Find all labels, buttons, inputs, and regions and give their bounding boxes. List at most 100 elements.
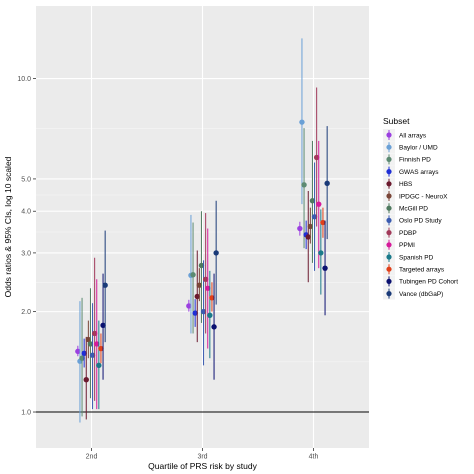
legend-label: Tubingen PD Cohort — [399, 279, 458, 286]
data-point — [89, 352, 96, 358]
data-point — [313, 154, 320, 161]
legend-key — [383, 238, 395, 251]
y-tick-label: 3.0 — [21, 250, 31, 257]
x-axis: 2nd 3rd 4th — [86, 448, 319, 461]
legend-label: Spanish PD — [399, 254, 434, 261]
data-point — [198, 262, 205, 269]
series-ipdgc-neurox — [85, 207, 314, 359]
data-point — [85, 336, 92, 343]
data-point — [75, 348, 81, 355]
legend-label: GWAS arrays — [399, 169, 439, 176]
legend-key — [383, 190, 395, 202]
data-point — [311, 214, 318, 220]
x-tick-label: 3rd — [197, 454, 207, 461]
data-point — [200, 308, 207, 315]
legend-key-point — [386, 169, 392, 175]
series-vance-dbgap- — [102, 126, 330, 343]
series-hbs — [83, 190, 311, 420]
legend-label: PPMI — [399, 242, 415, 249]
data-point — [316, 201, 322, 207]
data-point — [98, 345, 104, 352]
legend-label: All arrays — [399, 132, 427, 139]
legend-key-point — [386, 181, 392, 187]
legend-key-point — [386, 144, 392, 150]
legend-key-point — [386, 242, 392, 248]
data-point — [297, 225, 303, 232]
x-tick-label: 4th — [309, 454, 319, 461]
legend-key — [383, 214, 395, 227]
series-tubingen-pd-cohort — [100, 220, 328, 380]
data-marks — [75, 38, 330, 423]
data-point — [301, 182, 307, 188]
legend-key — [383, 287, 395, 300]
y-axis: 1.0 2.0 3.0 4.0 5.0 10.0 — [17, 76, 36, 417]
series-all-arrays — [75, 221, 303, 357]
data-point — [190, 272, 196, 278]
data-point — [318, 250, 324, 256]
series-gwas-arrays — [81, 220, 309, 368]
legend-key-point — [386, 156, 392, 162]
legend-label: McGill PD — [399, 206, 428, 213]
legend-key-point — [386, 217, 392, 223]
data-point — [96, 362, 102, 369]
legend-key — [383, 141, 395, 154]
data-point — [305, 234, 311, 240]
x-tick-label: 2nd — [86, 454, 98, 461]
legend-key — [383, 129, 395, 141]
data-point — [309, 198, 316, 204]
legend-key-point — [386, 193, 392, 199]
y-tick-label: 1.0 — [21, 410, 31, 417]
legend-key — [383, 202, 395, 215]
y-tick-label: 5.0 — [21, 176, 31, 183]
legend-key — [383, 275, 395, 288]
legend-key — [383, 251, 395, 263]
legend-key — [383, 263, 395, 276]
legend-label: Baylor / UMD — [399, 145, 438, 152]
data-point — [192, 310, 198, 316]
data-point — [102, 282, 108, 288]
y-tick-label: 10.0 — [17, 76, 31, 83]
legend-title: Subset — [383, 116, 410, 126]
series-targeted-arrays — [98, 207, 326, 364]
legend-label: PDBP — [399, 230, 417, 237]
data-point — [100, 322, 106, 328]
data-point — [186, 303, 192, 309]
legend-label: IPDGC - NeuroX — [399, 193, 448, 200]
data-point — [196, 282, 203, 288]
data-point — [83, 376, 89, 383]
legend-key-point — [386, 266, 392, 272]
legend-key-point — [386, 291, 392, 297]
legend-label: Targeted arrays — [399, 267, 445, 274]
data-point — [81, 350, 87, 356]
legend-label: HBS — [399, 181, 413, 188]
legend-key — [383, 153, 395, 166]
data-point — [205, 285, 211, 291]
y-tick-label: 4.0 — [21, 209, 31, 216]
data-point — [202, 276, 209, 283]
data-point — [91, 330, 98, 337]
data-point — [322, 265, 328, 271]
legend-key-point — [386, 205, 392, 211]
legend-key-point — [386, 254, 392, 260]
series-ppmi — [94, 140, 322, 410]
data-point — [207, 312, 213, 318]
data-point — [94, 341, 100, 347]
legend-label: Oslo PD Study — [399, 218, 442, 225]
data-point — [213, 250, 219, 256]
legend-key-point — [386, 230, 392, 236]
legend: Subset All arrays Baylor / UMD Finnish PD G… — [383, 116, 458, 300]
data-point — [320, 219, 326, 226]
data-point — [299, 119, 305, 125]
legend-label: Vance (dbGaP) — [399, 291, 443, 298]
series-finnish-pd — [79, 128, 307, 417]
data-point — [209, 295, 215, 301]
legend-key — [383, 177, 395, 190]
legend-key-point — [386, 278, 392, 284]
data-point — [79, 355, 85, 361]
series-mcgill-pd — [87, 140, 316, 399]
data-point — [307, 223, 314, 230]
data-point — [87, 341, 94, 347]
data-point — [211, 324, 217, 330]
data-point — [324, 180, 330, 187]
